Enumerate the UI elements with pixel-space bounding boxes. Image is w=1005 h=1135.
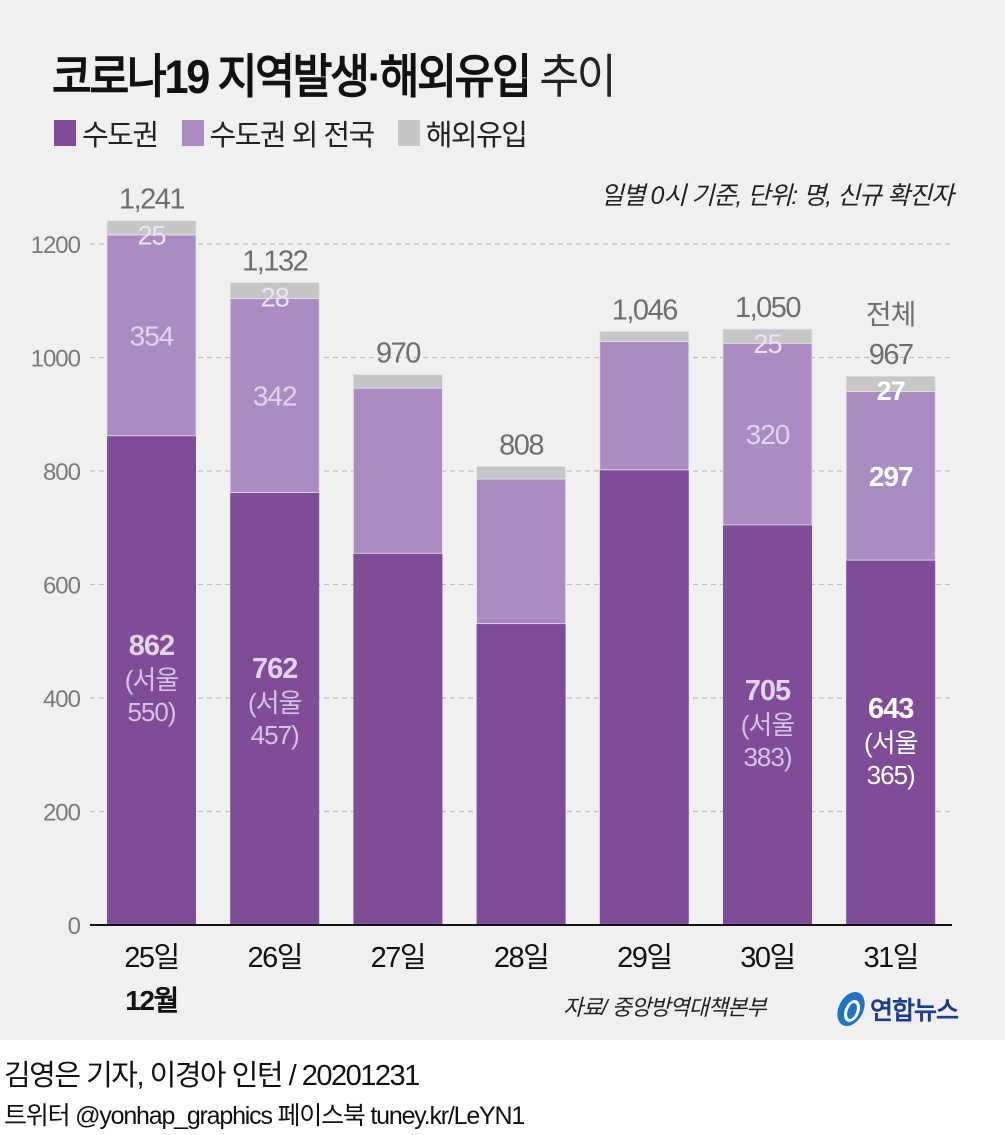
seoul-label-prefix: (서울 <box>248 688 302 718</box>
segment-label-capital: 643 <box>868 693 914 725</box>
x-tick-label: 31일 <box>863 942 917 974</box>
segment-label-non-capital: 342 <box>253 381 297 412</box>
segment-label-capital: 862 <box>129 630 174 662</box>
legend-swatch-non-capital <box>181 120 204 146</box>
bar-segment-non-capital <box>352 387 443 554</box>
x-tick-label: 30일 <box>740 942 794 974</box>
social-line: 트위터 @yonhap_graphics 페이스북 tuney.kr/LeYN1 <box>4 1102 525 1130</box>
yonhap-logo: 연합뉴스 <box>833 991 959 1027</box>
x-tick-label: 26일 <box>247 942 301 974</box>
legend-item-capital: 수도권 <box>54 112 159 154</box>
y-tick-label: 800 <box>43 459 81 486</box>
bar-segment-capital <box>230 492 320 925</box>
bar-segment-imported <box>845 375 936 392</box>
total-prefix-label: 전체 <box>866 299 916 330</box>
x-tick-label: 25일 <box>124 942 178 974</box>
bar-segment-non-capital <box>845 391 936 561</box>
seoul-label-prefix: (서울 <box>125 665 179 695</box>
legend-swatch-capital <box>54 120 76 146</box>
seoul-label-value: 365) <box>867 760 915 790</box>
x-tick-label: 29일 <box>617 942 671 974</box>
segment-label-imported: 25 <box>753 329 781 359</box>
seoul-label-prefix: (서울 <box>864 728 918 758</box>
title-main: 코로나19 지역발생·해외유입 <box>52 50 532 103</box>
bar-segment-non-capital <box>722 342 813 526</box>
seoul-label-prefix: (서울 <box>741 710 795 740</box>
seoul-label-value: 383) <box>743 742 791 772</box>
legend-label-capital: 수도권 <box>82 120 159 152</box>
bar-segment-capital <box>476 623 566 925</box>
segment-label-non-capital: 297 <box>869 461 913 492</box>
yonhap-logo-icon <box>833 992 869 1026</box>
y-tick-label: 0 <box>68 913 81 940</box>
total-label: 1,050 <box>735 292 800 324</box>
total-label: 1,241 <box>119 184 184 216</box>
total-label: 970 <box>376 338 420 370</box>
total-label: 808 <box>499 429 543 461</box>
seoul-label-value: 457) <box>251 720 299 750</box>
y-tick-label: 400 <box>43 686 81 713</box>
y-tick-label: 1200 <box>31 232 81 259</box>
bar-segment-non-capital <box>599 341 690 471</box>
bar-segment-capital <box>599 469 689 925</box>
segment-label-imported: 25 <box>137 221 165 251</box>
bar-segment-imported <box>229 282 320 299</box>
month-label: 12월 <box>125 985 177 1016</box>
x-tick-label: 27일 <box>371 942 425 974</box>
legend-item-non-capital: 수도권 외 전국 <box>181 112 376 154</box>
bar-segment-imported <box>599 330 690 343</box>
seoul-label-value: 550) <box>127 697 175 727</box>
bar-segment-capital <box>723 524 812 925</box>
bar-segment-non-capital <box>106 234 197 437</box>
bar-segment-capital <box>107 435 196 925</box>
source-note: 자료/ 중앙방역대책본부 <box>563 995 767 1020</box>
x-tick-label: 28일 <box>494 942 548 974</box>
legend-label-non-capital: 수도권 외 전국 <box>209 120 376 152</box>
bar-segment-imported <box>722 328 813 344</box>
bar-segment-capital <box>353 553 443 925</box>
legend-item-imported: 해외유입 <box>397 112 528 154</box>
segment-label-non-capital: 354 <box>130 320 174 351</box>
bar-segment-imported <box>352 374 443 389</box>
bar-segment-capital <box>846 560 936 925</box>
legend-swatch-imported <box>397 120 420 146</box>
bar-segment-imported <box>106 220 197 236</box>
chart-title: 코로나19 지역발생·해외유입 추이 <box>52 38 617 107</box>
segment-label-capital: 705 <box>745 675 791 707</box>
segment-label-imported: 27 <box>877 376 905 406</box>
unit-note: 일별 0시 기준, 단위: 명, 신규 확진자 <box>600 182 954 210</box>
total-label: 967 <box>869 339 913 371</box>
legend-label-imported: 해외유입 <box>425 120 528 152</box>
total-label: 1,046 <box>612 294 677 326</box>
credit-line: 김영은 기자, 이경아 인턴 / 20201231 <box>4 1060 420 1092</box>
segment-label-non-capital: 320 <box>746 419 790 450</box>
y-tick-label: 600 <box>43 573 81 600</box>
y-tick-label: 200 <box>43 800 81 827</box>
bar-segment-non-capital <box>229 298 320 493</box>
total-label: 1,132 <box>242 246 307 278</box>
title-suffix: 추이 <box>539 50 616 103</box>
segment-label-capital: 762 <box>252 653 297 685</box>
legend: 수도권 수도권 외 전국 해외유입 <box>54 112 550 154</box>
segment-label-imported: 28 <box>261 283 289 313</box>
bar-segment-non-capital <box>476 478 567 625</box>
bar-segment-imported <box>476 466 567 480</box>
stacked-bar-chart: 0200400600800100012001,24125354862(서울550… <box>31 184 952 1016</box>
y-tick-label: 1000 <box>31 346 81 373</box>
logo-text: 연합뉴스 <box>870 997 959 1025</box>
